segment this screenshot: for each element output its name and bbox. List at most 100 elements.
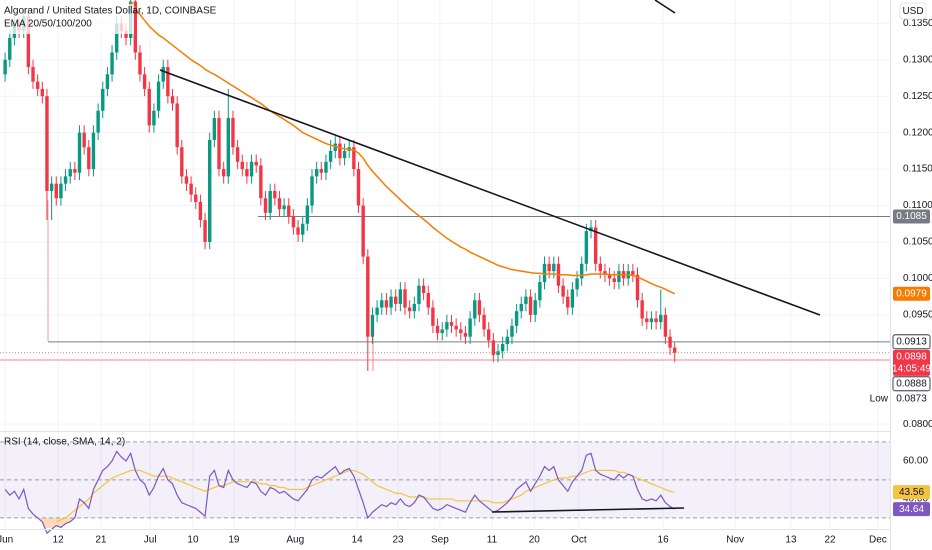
candle-body: [514, 311, 519, 326]
candle-body: [26, 16, 31, 68]
candle-body: [342, 150, 347, 159]
y-tick-label: 0.1100: [903, 200, 932, 211]
candle-body: [449, 322, 454, 326]
candle-body: [519, 303, 523, 312]
candle-body: [240, 161, 244, 170]
candle-body: [524, 296, 528, 304]
candle-body: [142, 74, 147, 89]
candle-body: [338, 143, 342, 159]
candle-body: [203, 220, 207, 242]
candle-body: [542, 263, 547, 283]
candle-body: [510, 325, 514, 337]
candle-body: [352, 147, 356, 170]
candle-body: [314, 169, 319, 177]
price-badge-label: 0.0898: [896, 351, 927, 362]
currency-box[interactable]: [899, 2, 927, 20]
candle-body: [598, 263, 603, 272]
candle-body: [277, 198, 282, 210]
x-tick-label: 16: [658, 535, 670, 546]
x-tick-label: Jun: [0, 535, 13, 546]
candle-body: [208, 139, 212, 242]
candle-body: [389, 296, 393, 308]
candle-body: [301, 223, 305, 235]
price-badge-label: 0.1085: [896, 211, 927, 222]
candle-body: [496, 351, 500, 355]
candle-body: [152, 110, 156, 126]
y-tick-label: 0.1000: [903, 273, 932, 284]
candle-body: [412, 303, 417, 312]
candle-body: [561, 285, 565, 297]
candle-body: [649, 318, 654, 323]
candle-body: [170, 96, 175, 104]
candle-body: [63, 176, 68, 184]
candle-body: [101, 88, 105, 111]
candle-body: [110, 52, 114, 75]
candle-body: [259, 165, 263, 199]
y-tick-label: 60.00: [903, 456, 928, 467]
candle-body: [659, 314, 663, 323]
x-tick-label: Aug: [286, 535, 304, 546]
candle-body: [612, 278, 616, 283]
candle-body: [87, 147, 91, 170]
candle-body: [3, 59, 7, 75]
candle-body: [138, 52, 142, 75]
y-tick-label: 0.1150: [903, 164, 932, 175]
candle-body: [189, 183, 193, 195]
indicator-legend: EMA 20/50/100/200: [4, 19, 92, 30]
rsi-badge: [893, 502, 930, 517]
candle-body: [366, 256, 370, 337]
candle-body: [328, 150, 333, 162]
currency[interactable]: USD: [902, 6, 923, 17]
candle-body: [440, 329, 444, 334]
candle-body: [35, 81, 40, 89]
x-tick-label: 12: [53, 535, 65, 546]
candle-body: [245, 169, 249, 177]
price-badge: [893, 286, 930, 301]
candle-body: [505, 336, 510, 344]
candle-body: [77, 132, 82, 173]
candle-body: [380, 300, 384, 308]
candle-body: [217, 118, 221, 170]
candle-body: [305, 205, 310, 224]
y-tick-label: 0.1350: [903, 18, 932, 29]
candle-body: [566, 296, 570, 308]
candle-body: [533, 300, 537, 315]
candle-body: [221, 169, 226, 177]
ema-line: [130, 1, 676, 295]
candle-body: [226, 118, 231, 177]
candle-body: [593, 227, 598, 264]
candle-body: [147, 88, 151, 126]
candle-body: [603, 271, 607, 275]
price-axis: [890, 0, 932, 550]
candle-body: [654, 318, 658, 323]
price-badge: [893, 349, 930, 376]
candle-body: [673, 347, 677, 353]
candle-body: [356, 169, 361, 206]
candle-body: [249, 161, 254, 177]
candle-body: [617, 271, 621, 283]
x-tick-label: Dec: [869, 535, 887, 546]
x-tick-label: Sep: [431, 535, 449, 546]
candle-body: [645, 318, 649, 323]
candle-body: [91, 132, 96, 170]
x-tick-label: 11: [487, 535, 498, 546]
candle-body: [407, 307, 412, 312]
candle-body: [384, 300, 389, 308]
candle-body: [82, 132, 86, 148]
price-badge-label: 0.0979: [896, 288, 927, 299]
oversold-fill: [5, 517, 675, 528]
x-tick-label: Oct: [571, 535, 587, 546]
candle-body: [663, 314, 668, 337]
candle-body: [435, 325, 440, 334]
candle-body: [398, 289, 403, 304]
candle-body: [431, 307, 435, 326]
candle-body: [268, 190, 272, 213]
trend-line: [159, 69, 821, 316]
legend-bg: [2, 4, 134, 34]
candle-body: [263, 198, 268, 213]
candle-body: [538, 282, 542, 301]
candle-body: [105, 74, 110, 89]
x-tick-label: Nov: [726, 535, 744, 546]
candle-body: [459, 329, 463, 334]
